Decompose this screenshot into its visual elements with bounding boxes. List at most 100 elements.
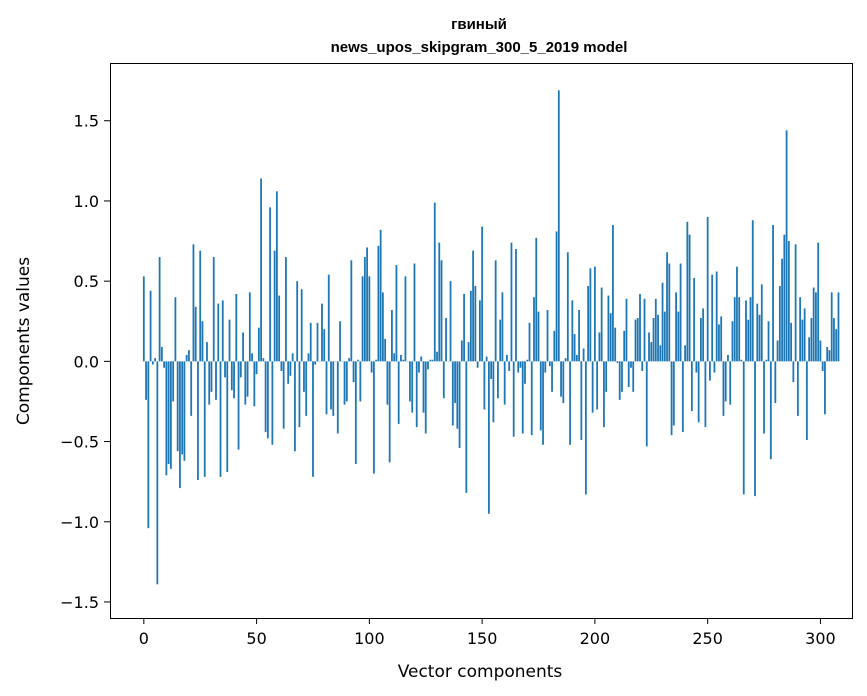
bar (429, 359, 432, 362)
bar (810, 318, 813, 362)
bar (742, 361, 745, 495)
bar (492, 361, 495, 423)
bar (366, 247, 368, 362)
bar (145, 361, 147, 400)
bar (666, 252, 668, 362)
bar (528, 322, 531, 362)
bar (363, 257, 366, 362)
bar (551, 361, 553, 392)
x-tick-label: 0 (139, 629, 149, 648)
bar (503, 361, 506, 405)
bar (208, 361, 211, 405)
bar (176, 361, 179, 452)
bar (142, 276, 145, 362)
bar (345, 361, 348, 402)
y-axis-ticks: −1.5 −1.0 −0.5 0.0 0.5 1.0 1.5 (60, 112, 110, 612)
bar (388, 361, 391, 463)
bar (535, 237, 538, 362)
bar (190, 361, 193, 416)
bar (661, 282, 664, 362)
bar (224, 361, 226, 378)
bar (803, 308, 806, 362)
bar (681, 361, 684, 432)
bar (235, 293, 238, 362)
bar (381, 292, 384, 362)
x-tick-label: 150 (467, 629, 498, 648)
bar (271, 361, 274, 445)
bar (490, 361, 493, 379)
bar (614, 327, 617, 362)
bar (657, 314, 659, 362)
bar (684, 345, 686, 362)
bar (506, 354, 508, 362)
bar (203, 361, 206, 477)
bar (379, 229, 382, 362)
bar (336, 361, 339, 434)
bar (824, 361, 826, 415)
bar (668, 263, 671, 362)
bar (199, 250, 202, 362)
bar (307, 353, 310, 362)
chart-title: гвиный (451, 16, 507, 33)
bar (639, 293, 641, 362)
bar (632, 361, 635, 392)
bar (158, 257, 161, 362)
bar (431, 359, 434, 362)
bar (357, 359, 359, 362)
bar (650, 342, 653, 362)
bar (275, 191, 278, 362)
bar (285, 257, 287, 362)
bar (244, 361, 247, 405)
bar (251, 353, 253, 362)
bar (799, 297, 802, 362)
bar (156, 361, 159, 585)
bar (835, 329, 838, 362)
y-tick-label: −1.5 (60, 593, 99, 612)
bar (548, 361, 551, 367)
bar (621, 361, 623, 392)
bar (600, 287, 603, 362)
bar (242, 332, 244, 362)
bar (760, 284, 763, 362)
bar (440, 260, 443, 362)
bar (767, 321, 770, 362)
bar (289, 361, 292, 376)
bar (424, 361, 427, 434)
bar (593, 266, 596, 362)
bar (630, 361, 632, 368)
bar (201, 321, 204, 362)
bar (555, 231, 558, 362)
bar (837, 292, 840, 362)
chart-subtitle: news_upos_skipgram_300_5_2019 model (331, 39, 628, 56)
bar (612, 225, 614, 362)
bar (544, 361, 547, 373)
bar (740, 359, 743, 362)
bar (257, 327, 260, 362)
bar (246, 361, 249, 397)
bar (801, 319, 804, 362)
bar (303, 361, 305, 392)
bar (321, 303, 323, 362)
x-axis-ticks: 0 50 100 150 200 250 300 (139, 618, 836, 648)
bar (314, 361, 317, 365)
bar (230, 361, 233, 391)
bar (747, 319, 750, 362)
bar (309, 322, 312, 362)
bar (481, 226, 484, 362)
bar (395, 265, 398, 362)
bar (469, 290, 472, 362)
bar (273, 250, 276, 362)
bar (197, 361, 199, 481)
bar (386, 361, 389, 405)
bar (269, 207, 272, 362)
bar (508, 361, 511, 371)
bar (659, 345, 662, 362)
bar (445, 318, 447, 362)
bar (722, 361, 725, 416)
bar (436, 351, 438, 362)
bar (792, 361, 795, 383)
bar (815, 292, 817, 362)
bar (774, 361, 777, 404)
bar (266, 361, 269, 439)
